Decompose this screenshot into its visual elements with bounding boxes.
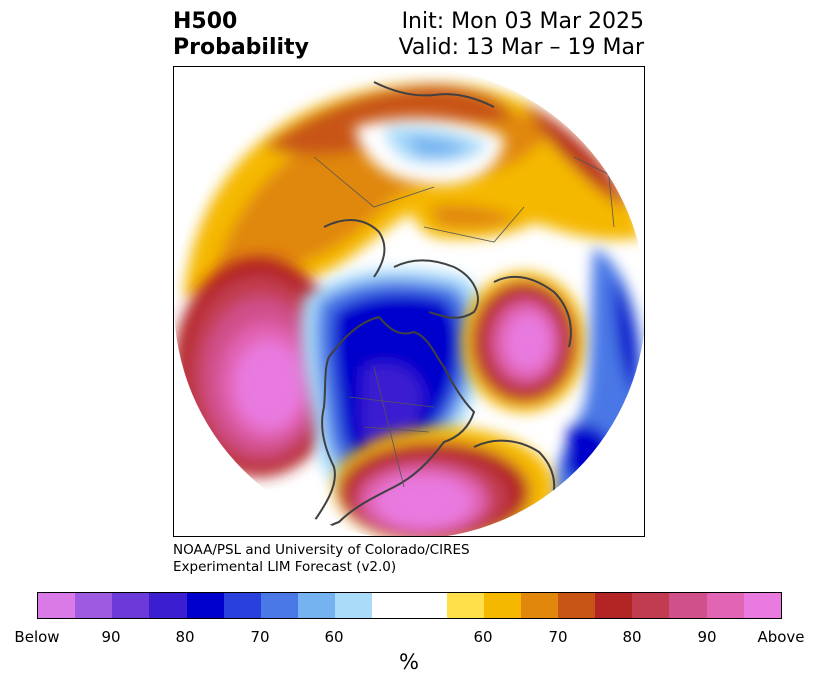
- colorbar-label-below: Below: [14, 628, 60, 646]
- colorbar-segment: [335, 593, 373, 618]
- colorbar-segment: [149, 593, 187, 618]
- arctic-cool-region: [354, 118, 504, 186]
- colorbar-segment: [75, 593, 113, 618]
- colorbar-label-above-60: 60: [473, 628, 493, 646]
- colorbar-segment: [260, 593, 298, 618]
- colorbar-segment: [483, 593, 521, 618]
- borders: [313, 126, 635, 488]
- init-date: Init: Mon 03 Mar 2025: [401, 9, 644, 34]
- title-line2: Probability: [173, 35, 309, 60]
- colorbar-segment: [186, 593, 224, 618]
- colorbar-label-above-70: 70: [548, 628, 568, 646]
- title-line1: H500: [173, 9, 238, 34]
- colorbar-segment: [595, 593, 633, 618]
- colorbar-segment: [669, 593, 707, 618]
- colorbar-segment: [409, 593, 447, 618]
- map-frame: [173, 66, 645, 537]
- title-left: H500 Probability: [173, 9, 309, 61]
- colorbar-segment: [632, 593, 670, 618]
- subtropical-positive-region: [334, 427, 554, 536]
- colorbar-label-above: Above: [757, 628, 805, 646]
- credit-line1: NOAA/PSL and University of Colorado/CIRE…: [173, 542, 470, 558]
- credit-line2: Experimental LIM Forecast (v2.0): [173, 559, 397, 575]
- colorbar-segment: [223, 593, 261, 618]
- colorbar-segment: [38, 593, 76, 618]
- colorbar-segment: [520, 593, 558, 618]
- colorbar-segment: [112, 593, 150, 618]
- probability-colorbar: [37, 592, 782, 619]
- pacific-positive-region: [174, 257, 344, 477]
- title-right: Init: Mon 03 Mar 2025 Valid: 13 Mar – 19…: [399, 9, 644, 61]
- colorbar-segment: [297, 593, 336, 618]
- colorbar-unit: %: [399, 650, 419, 674]
- colorbar-label-above-80: 80: [622, 628, 642, 646]
- atlantic-positive-region: [462, 272, 586, 412]
- colorbar-label-below-60: 60: [324, 628, 344, 646]
- colorbar-label-above-90: 90: [697, 628, 717, 646]
- colorbar-segment: [743, 593, 781, 618]
- credit-text: NOAA/PSL and University of Colorado/CIRE…: [173, 542, 470, 576]
- colorbar-label-below-90: 90: [101, 628, 121, 646]
- colorbar-segment: [557, 593, 596, 618]
- colorbar-segment: [446, 593, 484, 618]
- colorbar-segment: [706, 593, 744, 618]
- colorbar-label-below-80: 80: [175, 628, 195, 646]
- colorbar-label-below-70: 70: [250, 628, 270, 646]
- colorbar-segment: [372, 593, 410, 618]
- probability-map: [174, 67, 644, 536]
- valid-range: Valid: 13 Mar – 19 Mar: [398, 35, 644, 60]
